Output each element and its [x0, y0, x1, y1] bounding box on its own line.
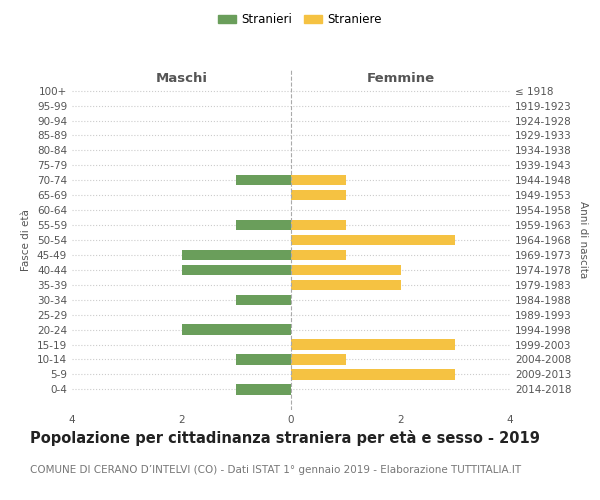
Text: Femmine: Femmine [367, 72, 434, 85]
Y-axis label: Fasce di età: Fasce di età [22, 209, 31, 271]
Bar [182, 264, 291, 275]
Bar [236, 384, 291, 394]
Bar [291, 280, 401, 290]
Bar [291, 250, 346, 260]
Bar [182, 250, 291, 260]
Bar [291, 264, 401, 275]
Bar [291, 220, 346, 230]
Bar [291, 340, 455, 349]
Bar [236, 175, 291, 186]
Bar [291, 369, 455, 380]
Bar [291, 354, 346, 364]
Bar [182, 324, 291, 335]
Bar [236, 294, 291, 305]
Bar [291, 175, 346, 186]
Bar [291, 190, 346, 200]
Text: COMUNE DI CERANO D’INTELVI (CO) - Dati ISTAT 1° gennaio 2019 - Elaborazione TUTT: COMUNE DI CERANO D’INTELVI (CO) - Dati I… [30, 465, 521, 475]
Text: Maschi: Maschi [155, 72, 208, 85]
Legend: Stranieri, Straniere: Stranieri, Straniere [213, 8, 387, 31]
Y-axis label: Anni di nascita: Anni di nascita [578, 202, 588, 278]
Bar [236, 354, 291, 364]
Bar [236, 220, 291, 230]
Bar [291, 235, 455, 245]
Text: Popolazione per cittadinanza straniera per età e sesso - 2019: Popolazione per cittadinanza straniera p… [30, 430, 540, 446]
